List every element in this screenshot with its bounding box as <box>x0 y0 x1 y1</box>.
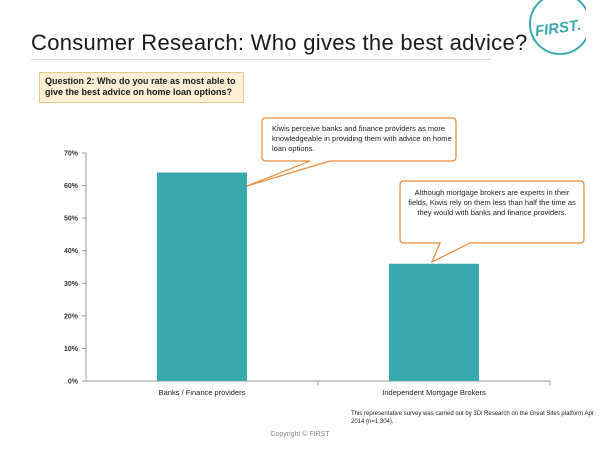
y-tick-label: 30% <box>64 281 79 288</box>
bar <box>389 263 479 381</box>
y-tick-label: 60% <box>64 183 79 190</box>
y-tick-label: 50% <box>64 216 79 223</box>
slide-title: Consumer Research: Who gives the best ad… <box>31 30 528 55</box>
callout-text-banks: Kiwis perceive banks and finance provide… <box>272 124 452 154</box>
bar <box>157 172 247 381</box>
y-tick-label: 0% <box>68 379 79 386</box>
callout-text-brokers: Although mortgage brokers are experts in… <box>408 188 576 218</box>
y-tick-label: 40% <box>64 248 79 255</box>
y-tick-label: 20% <box>64 313 79 320</box>
question-box: Question 2: Who do you rate as most able… <box>39 72 244 103</box>
callout-bubble-brokers <box>399 180 585 264</box>
y-tick-label: 10% <box>64 346 79 353</box>
copyright: Copyright © FIRST <box>270 431 330 438</box>
bars <box>157 172 479 381</box>
first-logo-icon: FIRST. <box>529 0 586 55</box>
y-tick-label: 70% <box>64 151 79 158</box>
logo-text: FIRST. <box>534 17 582 40</box>
title-divider <box>31 59 491 60</box>
x-tick-label: Independent Mortgage Brokers <box>382 388 486 397</box>
callouts <box>246 117 585 264</box>
x-tick-label: Banks / Finance providers <box>159 388 246 397</box>
survey-footnote: This representative survey was carried o… <box>351 411 594 426</box>
callout-bubble-banks <box>246 117 457 187</box>
